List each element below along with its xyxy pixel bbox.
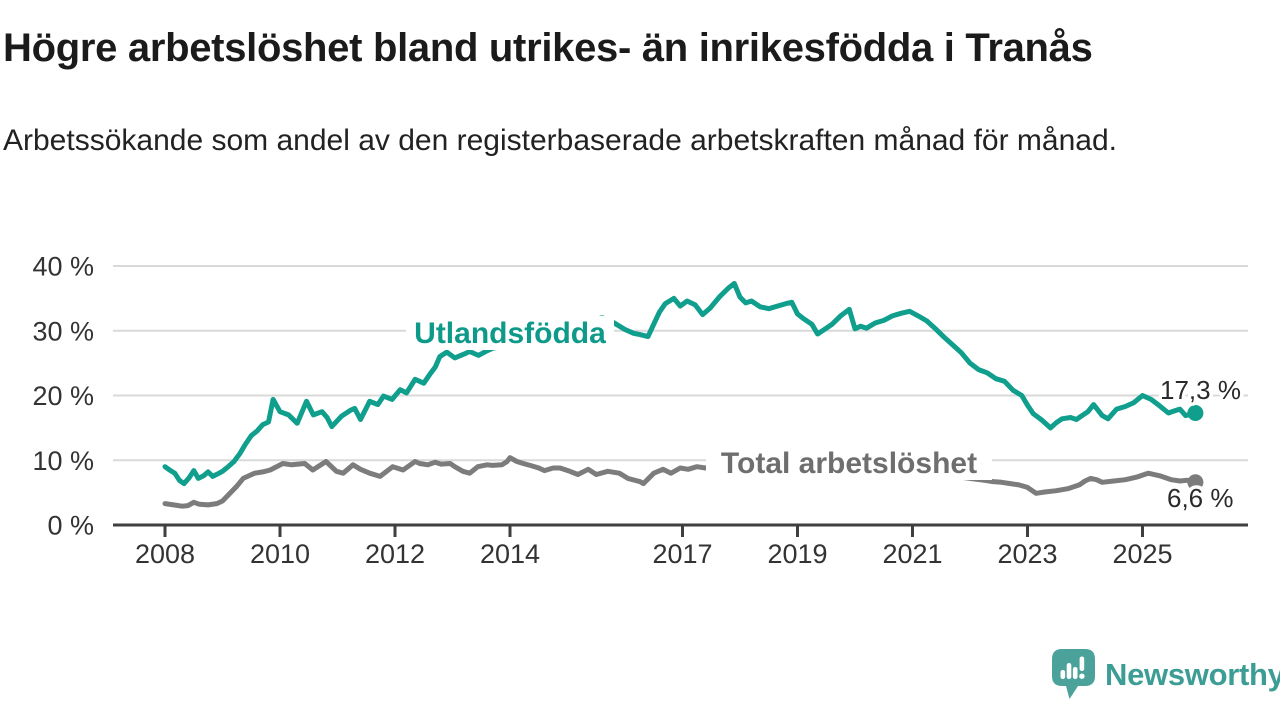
y-tick-label-0: 0 % <box>47 511 94 541</box>
logo-bar-2 <box>1066 663 1072 679</box>
series-line-utlandsfodda <box>162 281 1198 487</box>
logo-exclamation-bar <box>1079 656 1085 671</box>
y-tick-label-10: 10 % <box>32 446 94 476</box>
chart-subtitle: Arbetssökande som andel av den registerb… <box>3 124 1117 157</box>
x-tick-label-2021: 2021 <box>882 539 942 569</box>
y-tick-label-30: 30 % <box>32 316 94 346</box>
logo-exclamation-dot <box>1079 673 1085 679</box>
x-tick-label-2010: 2010 <box>250 539 310 569</box>
series-label-utlandsfodda: Utlandsfödda <box>414 317 606 350</box>
x-tick-label-2014: 2014 <box>480 539 540 569</box>
end-dot-total <box>1187 474 1204 491</box>
y-tick-label-40: 40 % <box>32 252 94 282</box>
end-dot-utlandsfodda <box>1187 405 1204 421</box>
logo-bar-3 <box>1072 667 1078 679</box>
x-tick-label-2023: 2023 <box>997 539 1057 569</box>
x-tick-label-2008: 2008 <box>135 539 195 569</box>
x-tick-label-2025: 2025 <box>1112 539 1172 569</box>
x-tick-label-2019: 2019 <box>767 539 827 569</box>
end-value-label-utlandsfodda: 17,3 % <box>1160 375 1241 405</box>
logo-bar-1 <box>1060 670 1066 679</box>
x-tick-label-2012: 2012 <box>365 539 425 569</box>
series-label-halo-total <box>706 448 992 480</box>
series-line-total <box>162 455 1198 509</box>
newsworthy-logo-icon <box>1052 649 1095 699</box>
y-tick-label-20: 20 % <box>32 381 94 411</box>
series-label-total: Total arbetslöshet <box>721 447 977 480</box>
newsworthy-logo-text: Newsworthy <box>1105 656 1280 692</box>
series-label-halo-utlandsfodda <box>406 316 614 350</box>
newsworthy-logo[interactable]: Newsworthy <box>1052 649 1280 700</box>
x-tick-label-2017: 2017 <box>652 539 712 569</box>
chart-title: Högre arbetslöshet bland utrikes- än inr… <box>3 26 1093 70</box>
end-value-label-total: 6,6 % <box>1167 483 1234 513</box>
